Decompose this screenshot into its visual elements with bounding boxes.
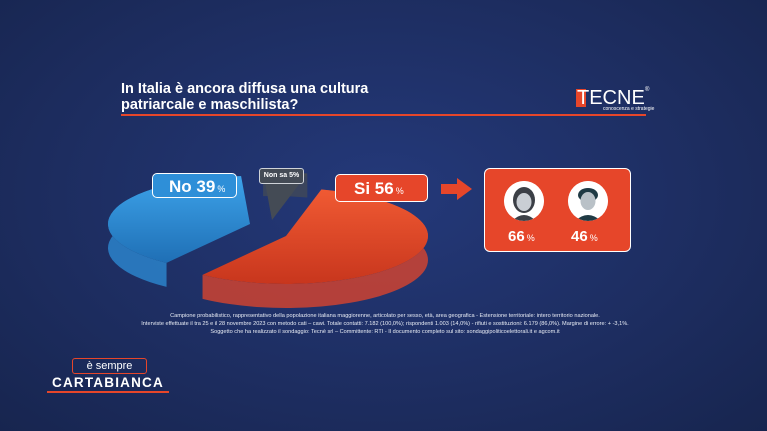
female-value-unit: %	[526, 233, 535, 243]
gender-breakdown: 66% 46%	[484, 168, 631, 252]
label-si-unit: %	[395, 186, 404, 196]
title-divider	[121, 114, 646, 116]
female-value-number: 66	[508, 228, 525, 245]
label-no: No 39%	[152, 173, 237, 198]
label-no-unit: %	[217, 184, 226, 194]
logo-mark	[576, 89, 586, 107]
chart-title: In Italia è ancora diffusa una cultura p…	[121, 81, 369, 113]
tecne-logo: TECNE ® conoscenza e strategie	[576, 87, 654, 113]
label-ns-name: Non sa	[263, 172, 288, 179]
label-si-value: 56	[374, 179, 394, 198]
label-ns-unit: %	[292, 172, 300, 179]
show-logo-top: è sempre	[72, 358, 147, 374]
male-value-unit: %	[589, 233, 598, 243]
male-avatar-icon	[568, 181, 608, 221]
female-value: 66%	[508, 228, 535, 245]
logo-tagline: conoscenza e strategie	[603, 106, 655, 112]
arrow-right-icon	[441, 178, 472, 200]
show-logo-bottom: CARTABIANCA	[52, 375, 164, 390]
methodology-notes: Campione probabilistico, rappresentativo…	[110, 312, 660, 336]
label-non-sa: Non sa 5%	[259, 168, 304, 184]
label-si: Si 56%	[335, 174, 428, 202]
note-line: Soggetto che ha realizzato il sondaggio:…	[210, 329, 560, 335]
show-logo-underline	[47, 391, 169, 393]
note-line: Interviste effettuate il tra 25 e il 28 …	[141, 321, 629, 327]
logo-name: TECNE	[577, 87, 645, 109]
label-ns-value: 5	[289, 172, 293, 179]
female-avatar-icon	[504, 181, 544, 221]
show-logo: è sempre CARTABIANCA	[47, 358, 169, 393]
label-si-name: Si	[354, 179, 371, 198]
pie-slice-non-sa	[263, 172, 308, 220]
male-value-number: 46	[571, 228, 588, 245]
note-line: Campione probabilistico, rappresentativo…	[170, 313, 600, 319]
logo-registered: ®	[645, 87, 650, 93]
male-value: 46%	[571, 228, 598, 245]
pie-slice-si	[202, 189, 428, 284]
label-no-name: No	[169, 177, 192, 196]
label-no-value: 39	[196, 177, 216, 196]
